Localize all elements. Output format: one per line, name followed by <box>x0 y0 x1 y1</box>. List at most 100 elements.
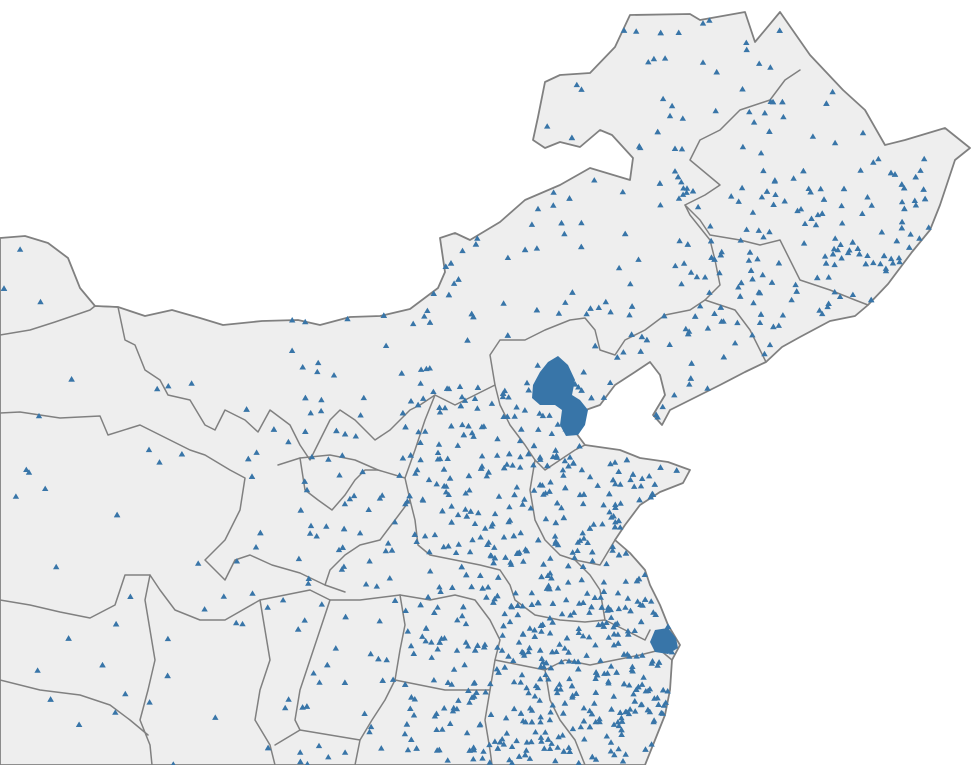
triangle-marker-icon <box>821 253 829 259</box>
triangle-marker-icon <box>546 745 554 751</box>
triangle-marker-icon <box>523 739 531 745</box>
triangle-marker-icon <box>712 107 719 114</box>
triangle-marker-icon <box>279 597 287 603</box>
triangle-marker-icon <box>840 185 848 192</box>
triangle-marker-icon <box>303 486 311 493</box>
triangle-marker-icon <box>380 312 387 318</box>
triangle-marker-icon <box>862 260 869 267</box>
triangle-marker-icon <box>891 171 899 177</box>
triangle-marker-icon <box>527 505 534 511</box>
triangle-marker-icon <box>248 473 256 479</box>
triangle-marker-icon <box>579 530 586 536</box>
triangle-marker-icon <box>504 332 511 338</box>
triangle-marker-icon <box>285 696 292 702</box>
triangle-marker-icon <box>912 202 920 208</box>
triangle-marker-icon <box>486 759 493 765</box>
triangle-marker-icon <box>611 523 619 530</box>
triangle-marker-icon <box>631 483 638 489</box>
triangle-marker-icon <box>589 557 596 564</box>
triangle-marker-icon <box>641 571 648 577</box>
triangle-marker-icon <box>671 168 679 174</box>
triangle-marker-icon <box>652 611 659 617</box>
triangle-marker-icon <box>634 598 641 604</box>
triangle-marker-icon <box>661 312 668 319</box>
triangle-marker-icon <box>829 251 837 257</box>
triangle-marker-icon <box>447 720 454 726</box>
triangle-marker-icon <box>521 496 528 502</box>
triangle-marker-icon <box>528 589 535 596</box>
triangle-marker-icon <box>604 670 611 676</box>
triangle-marker-icon <box>288 347 296 353</box>
triangle-marker-icon <box>907 231 914 237</box>
triangle-marker-icon <box>342 613 349 620</box>
north-cluster <box>532 356 588 436</box>
triangle-marker-icon <box>301 478 308 484</box>
triangle-marker-icon <box>596 715 603 722</box>
triangle-marker-icon <box>461 661 468 668</box>
triangle-marker-icon <box>608 614 615 620</box>
triangle-marker-icon <box>680 260 688 266</box>
triangle-marker-icon <box>626 311 633 318</box>
triangle-marker-icon <box>511 491 518 498</box>
triangle-marker-icon <box>42 485 49 491</box>
triangle-marker-icon <box>510 657 517 663</box>
triangle-marker-icon <box>551 533 559 539</box>
triangle-marker-icon <box>779 98 786 105</box>
triangle-marker-icon <box>452 549 460 555</box>
triangle-marker-icon <box>518 426 525 432</box>
triangle-marker-icon <box>794 207 801 214</box>
triangle-marker-icon <box>629 471 637 477</box>
triangle-marker-icon <box>297 758 304 765</box>
triangle-marker-icon <box>678 145 686 152</box>
triangle-marker-icon <box>496 739 504 745</box>
triangle-marker-icon <box>545 582 552 589</box>
triangle-marker-icon <box>471 395 479 401</box>
triangle-marker-icon <box>912 174 919 180</box>
triangle-marker-icon <box>607 663 615 669</box>
triangle-marker-icon <box>517 710 525 716</box>
triangle-marker-icon <box>610 631 618 637</box>
triangle-marker-icon <box>633 28 640 34</box>
triangle-marker-icon <box>402 607 409 613</box>
triangle-marker-icon <box>550 202 557 208</box>
triangle-marker-icon <box>671 145 679 151</box>
triangle-marker-icon <box>571 554 578 560</box>
triangle-marker-icon <box>578 219 585 226</box>
triangle-marker-icon <box>341 431 349 437</box>
triangle-marker-icon <box>608 706 615 712</box>
triangle-marker-icon <box>520 558 527 564</box>
triangle-marker-icon <box>34 667 41 673</box>
triangle-marker-icon <box>547 709 554 715</box>
triangle-marker-icon <box>638 333 646 340</box>
triangle-marker-icon <box>534 205 542 212</box>
triangle-marker-icon <box>426 319 434 325</box>
dense-clusters <box>532 356 678 654</box>
triangle-marker-icon <box>450 704 457 711</box>
north-plains-region <box>0 11 971 765</box>
triangle-marker-icon <box>761 350 768 357</box>
triangle-marker-icon <box>737 293 744 299</box>
triangle-marker-icon <box>407 398 415 404</box>
triangle-marker-icon <box>445 543 452 549</box>
triangle-marker-icon <box>605 680 612 686</box>
triangle-marker-icon <box>426 548 433 555</box>
triangle-marker-icon <box>488 552 495 559</box>
triangle-marker-icon <box>439 507 446 514</box>
triangle-marker-icon <box>657 202 664 208</box>
triangle-marker-icon <box>417 366 425 372</box>
triangle-marker-icon <box>538 628 545 634</box>
triangle-marker-icon <box>648 598 655 604</box>
triangle-marker-icon <box>640 674 647 680</box>
triangle-marker-icon <box>468 583 475 590</box>
triangle-marker-icon <box>257 529 264 536</box>
triangle-marker-icon <box>554 689 561 696</box>
triangle-marker-icon <box>425 476 433 483</box>
triangle-marker-icon <box>775 322 782 328</box>
triangle-marker-icon <box>561 645 568 651</box>
triangle-marker-icon <box>521 246 529 253</box>
triangle-marker-icon <box>477 465 485 471</box>
triangle-marker-icon <box>588 603 595 610</box>
triangle-marker-icon <box>528 601 536 607</box>
triangle-marker-icon <box>615 640 622 646</box>
triangle-marker-icon <box>376 618 383 624</box>
